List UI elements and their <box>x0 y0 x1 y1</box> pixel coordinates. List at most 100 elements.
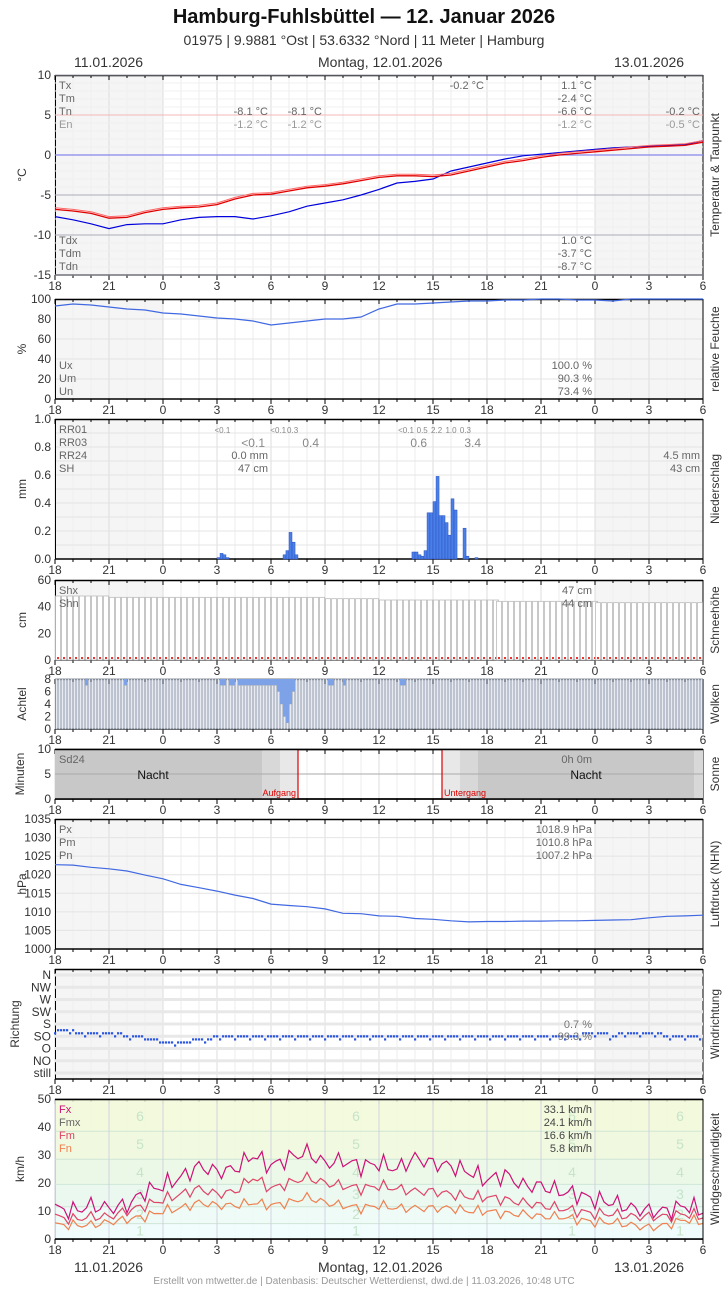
svg-text:2: 2 <box>352 1206 360 1222</box>
svg-text:RR24: RR24 <box>59 450 87 462</box>
svg-text:21: 21 <box>102 403 116 417</box>
svg-text:6: 6 <box>700 733 707 747</box>
svg-text:1.1 °C: 1.1 °C <box>561 80 592 92</box>
svg-text:0: 0 <box>44 653 51 667</box>
svg-text:0.4: 0.4 <box>302 436 319 450</box>
svg-text:60: 60 <box>38 573 52 587</box>
svg-text:Windgeschwindigkeit: Windgeschwindigkeit <box>708 1112 722 1225</box>
svg-text:Un: Un <box>59 386 73 398</box>
svg-text:5: 5 <box>44 108 51 122</box>
svg-text:Untergang: Untergang <box>444 788 486 798</box>
svg-text:3: 3 <box>646 403 653 417</box>
svg-text:1005: 1005 <box>24 923 51 937</box>
svg-text:<0.1: <0.1 <box>241 436 265 450</box>
svg-text:21: 21 <box>534 664 548 678</box>
date-right: 13.01.2026 <box>614 54 685 70</box>
svg-text:0: 0 <box>160 953 167 967</box>
svg-text:S: S <box>43 1017 51 1031</box>
svg-text:21: 21 <box>534 953 548 967</box>
svg-text:0: 0 <box>44 1232 51 1246</box>
svg-text:-0.2 °C: -0.2 °C <box>450 80 484 92</box>
svg-text:0: 0 <box>44 792 51 806</box>
sunshine-chart: 10 5 0 Minuten Sonne 18 21 0 3 6 9 12 15 18 21 0 3 6 Aufga… <box>13 742 722 817</box>
svg-text:44 cm: 44 cm <box>562 598 592 610</box>
svg-text:Schneehöhe: Schneehöhe <box>708 586 722 654</box>
svg-text:6: 6 <box>700 563 707 577</box>
svg-text:0: 0 <box>160 403 167 417</box>
svg-text:0: 0 <box>160 279 167 293</box>
svg-text:21: 21 <box>102 563 116 577</box>
svg-text:2: 2 <box>136 1206 144 1222</box>
svg-text:0: 0 <box>592 1243 599 1257</box>
svg-text:-15: -15 <box>34 268 52 282</box>
svg-text:1: 1 <box>352 1223 360 1239</box>
svg-text:-3.7 °C: -3.7 °C <box>558 248 592 260</box>
svg-text:9: 9 <box>322 733 329 747</box>
svg-text:12: 12 <box>372 563 386 577</box>
svg-text:18: 18 <box>480 563 494 577</box>
svg-text:Tx: Tx <box>59 80 72 92</box>
svg-text:Wolken: Wolken <box>708 684 722 724</box>
svg-text:18: 18 <box>480 953 494 967</box>
svg-text:2.2: 2.2 <box>431 426 443 435</box>
svg-text:3.4: 3.4 <box>464 436 481 450</box>
svg-text:0: 0 <box>44 722 51 736</box>
svg-text:60: 60 <box>38 332 52 346</box>
svg-text:15: 15 <box>426 664 440 678</box>
svg-text:Sonne: Sonne <box>708 756 722 791</box>
svg-text:Temperatur & Taupunkt: Temperatur & Taupunkt <box>708 112 722 237</box>
svg-text:1: 1 <box>676 1223 684 1239</box>
svg-text:6: 6 <box>700 664 707 678</box>
svg-text:20: 20 <box>38 372 52 386</box>
svg-text:0.0: 0.0 <box>34 552 51 566</box>
svg-text:3: 3 <box>214 1243 221 1257</box>
svg-text:3: 3 <box>568 1186 576 1202</box>
svg-text:6: 6 <box>268 1243 275 1257</box>
svg-text:3: 3 <box>646 733 653 747</box>
svg-text:6: 6 <box>700 1083 707 1097</box>
svg-text:Um: Um <box>59 373 76 385</box>
svg-text:1020: 1020 <box>24 868 51 882</box>
svg-text:21: 21 <box>102 664 116 678</box>
svg-text:3: 3 <box>352 1186 360 1202</box>
svg-text:En: En <box>59 119 72 131</box>
svg-text:SO: SO <box>34 1029 51 1043</box>
svg-text:6: 6 <box>136 1108 144 1124</box>
date-center: Montag, 12.01.2026 <box>318 54 443 70</box>
svg-text:47 cm: 47 cm <box>562 585 592 597</box>
svg-text:0: 0 <box>592 664 599 678</box>
svg-text:4: 4 <box>352 1164 360 1180</box>
svg-text:18: 18 <box>480 1083 494 1097</box>
svg-text:10: 10 <box>38 742 52 756</box>
svg-text:4: 4 <box>136 1164 144 1180</box>
svg-text:9: 9 <box>322 403 329 417</box>
svg-text:16.6 km/h: 16.6 km/h <box>544 1130 592 1142</box>
svg-text:0: 0 <box>592 563 599 577</box>
svg-text:still: still <box>34 1066 51 1080</box>
svg-text:Tdn: Tdn <box>59 261 78 273</box>
svg-text:18: 18 <box>48 953 62 967</box>
svg-text:21: 21 <box>102 279 116 293</box>
svg-text:0.7 %: 0.7 % <box>564 1019 592 1031</box>
svg-text:Nacht: Nacht <box>570 768 602 782</box>
svg-text:0.6: 0.6 <box>410 436 427 450</box>
wind-direction-chart: Richtung Windrichtung 18 21 0 3 6 9 12 15 18 21 0 3 6 N… <box>8 968 722 1097</box>
svg-text:6: 6 <box>700 279 707 293</box>
svg-text:12: 12 <box>372 803 386 817</box>
svg-text:1: 1 <box>568 1223 576 1239</box>
svg-text:-1.2 °C: -1.2 °C <box>288 119 322 131</box>
svg-text:5.8 km/h: 5.8 km/h <box>550 1143 592 1155</box>
svg-text:21: 21 <box>102 733 116 747</box>
svg-text:Fmx: Fmx <box>59 1117 81 1129</box>
svg-text:Tdm: Tdm <box>59 248 81 260</box>
svg-text:10: 10 <box>38 68 52 82</box>
svg-text:W: W <box>40 993 52 1007</box>
svg-text:0: 0 <box>44 148 51 162</box>
svg-text:-8.7 °C: -8.7 °C <box>558 261 592 273</box>
precipitation-chart: 1.0 0.8 0.6 0.4 0.2 0.0 mm Niederschlag 18 21 0 3 6 9… <box>15 412 722 577</box>
svg-text:0h 0m: 0h 0m <box>561 754 592 766</box>
svg-text:0.5: 0.5 <box>417 426 429 435</box>
svg-text:0.6: 0.6 <box>34 468 51 482</box>
svg-text:Tm: Tm <box>59 93 75 105</box>
svg-text:21: 21 <box>534 803 548 817</box>
